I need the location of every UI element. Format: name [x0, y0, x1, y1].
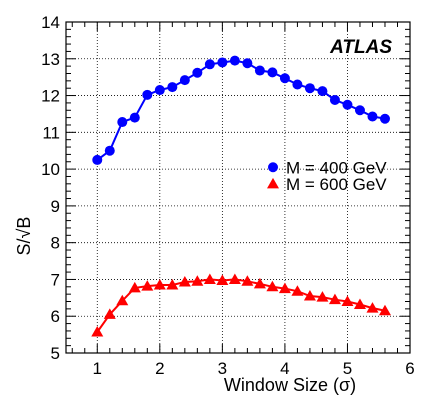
data-point	[254, 65, 265, 76]
y-tick-label: 8	[51, 234, 60, 253]
data-point	[217, 57, 228, 68]
data-point	[328, 293, 341, 305]
series-line	[96, 59, 386, 161]
data-point	[278, 282, 291, 294]
plot-frame	[65, 21, 411, 354]
data-point	[366, 302, 379, 313]
x-tick-label: 2	[155, 359, 164, 378]
data-point	[166, 278, 179, 290]
data-point	[279, 73, 290, 84]
data-point	[117, 117, 128, 128]
data-point	[378, 304, 391, 316]
series-m600	[91, 273, 391, 337]
legend-marker	[267, 177, 279, 189]
y-tick-label: 5	[51, 344, 60, 363]
data-point	[203, 273, 216, 284]
data-point	[341, 295, 354, 307]
x-tick-label: 3	[218, 359, 227, 378]
data-point	[367, 111, 378, 122]
data-point	[92, 154, 103, 165]
data-point	[128, 281, 141, 293]
y-tick-label: 13	[41, 50, 60, 69]
data-point	[316, 291, 329, 302]
data-point	[291, 285, 304, 296]
data-point	[141, 280, 154, 291]
x-axis-title: Window Size (σ)	[224, 375, 356, 395]
legend-label: M = 600 GeV	[286, 175, 387, 194]
x-tick-label: 6	[405, 359, 414, 378]
data-point	[179, 75, 190, 86]
data-point	[142, 89, 153, 100]
data-point	[241, 275, 254, 286]
data-point	[292, 79, 303, 90]
data-point	[154, 85, 165, 96]
x-tick-label: 5	[343, 359, 352, 378]
y-axis-title: S/√B	[14, 217, 34, 256]
data-point	[167, 82, 178, 93]
data-point	[91, 326, 104, 337]
data-point	[229, 55, 240, 66]
data-point	[216, 274, 229, 286]
legend-marker	[268, 162, 278, 173]
data-point	[253, 277, 266, 289]
y-tick-label: 12	[41, 87, 60, 106]
data-point	[103, 308, 116, 319]
data-point	[104, 145, 115, 156]
data-point	[191, 275, 204, 286]
data-point	[342, 99, 353, 110]
data-point	[354, 105, 365, 116]
y-tick-label: 10	[41, 160, 60, 179]
series-m400	[92, 55, 390, 165]
y-tick-label: 11	[42, 123, 60, 142]
data-point	[353, 298, 366, 309]
data-point	[329, 94, 340, 105]
atlas-label: ATLAS	[329, 37, 392, 58]
data-point	[266, 280, 279, 292]
data-point	[379, 113, 390, 124]
y-tick-label: 7	[51, 270, 60, 289]
data-point	[267, 67, 278, 78]
y-tick-label: 9	[51, 197, 60, 216]
data-point	[242, 58, 253, 69]
data-point	[204, 59, 215, 70]
x-tick-label: 4	[280, 359, 289, 378]
y-tick-label: 14	[41, 13, 60, 32]
data-point	[129, 112, 140, 123]
x-tick-label: 1	[93, 359, 102, 378]
series-layer	[91, 55, 391, 337]
data-point	[304, 83, 315, 94]
data-point	[116, 294, 129, 306]
y-tick-label: 6	[51, 307, 60, 326]
legend-label: M = 400 GeV	[286, 158, 387, 177]
data-point	[228, 273, 241, 284]
data-point	[303, 289, 316, 301]
data-point	[192, 67, 203, 78]
data-point	[317, 86, 328, 97]
data-point	[178, 276, 191, 287]
data-point	[153, 278, 166, 290]
